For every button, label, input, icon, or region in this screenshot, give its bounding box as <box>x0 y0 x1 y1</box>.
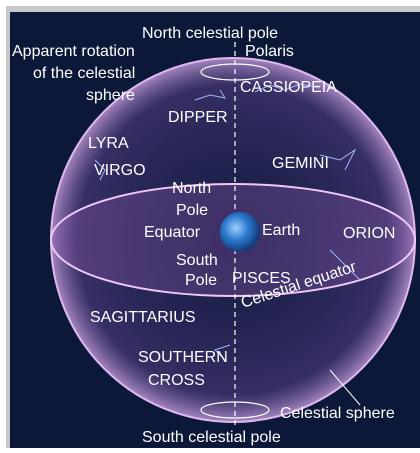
label: of the celestial <box>33 65 135 82</box>
label: CASSIOPEIA <box>240 79 337 96</box>
label: DIPPER <box>168 109 228 126</box>
label: Equator <box>144 224 201 241</box>
label: ORION <box>343 225 395 242</box>
diagram: North celestial pole Apparent rotation o… <box>0 0 420 448</box>
label: CROSS <box>148 372 205 389</box>
label: Apparent rotation <box>12 43 135 60</box>
label: SOUTHERN <box>138 349 228 366</box>
label: North celestial pole <box>142 25 278 42</box>
label: SAGITTARIUS <box>90 309 196 326</box>
label: GEMINI <box>272 155 329 172</box>
label: LYRA <box>88 135 129 152</box>
page: North celestial pole Apparent rotation o… <box>0 0 420 448</box>
label: Celestial sphere <box>280 405 395 422</box>
label: Earth <box>262 222 300 239</box>
label: VIRGO <box>94 162 146 179</box>
label: Pole <box>176 202 208 219</box>
label: South <box>176 252 218 269</box>
label: North <box>172 180 211 197</box>
label: South celestial pole <box>142 429 281 446</box>
label: Polaris <box>245 43 294 60</box>
label: sphere <box>86 87 135 104</box>
earth <box>220 212 260 252</box>
label: Pole <box>185 272 217 289</box>
